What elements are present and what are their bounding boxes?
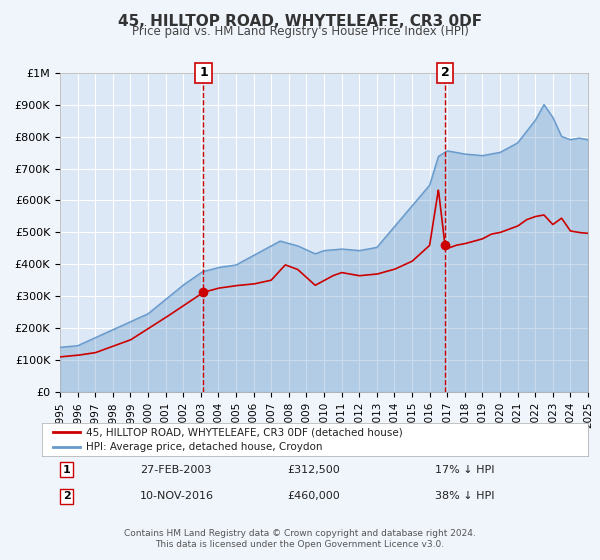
Text: 17% ↓ HPI: 17% ↓ HPI: [435, 465, 494, 475]
Text: Contains HM Land Registry data © Crown copyright and database right 2024.: Contains HM Land Registry data © Crown c…: [124, 529, 476, 538]
Text: 1: 1: [199, 66, 208, 80]
Text: 1: 1: [62, 465, 70, 475]
Text: 45, HILLTOP ROAD, WHYTELEAFE, CR3 0DF (detached house): 45, HILLTOP ROAD, WHYTELEAFE, CR3 0DF (d…: [86, 427, 403, 437]
Text: 38% ↓ HPI: 38% ↓ HPI: [435, 491, 494, 501]
Text: 27-FEB-2003: 27-FEB-2003: [140, 465, 212, 475]
Text: 45, HILLTOP ROAD, WHYTELEAFE, CR3 0DF: 45, HILLTOP ROAD, WHYTELEAFE, CR3 0DF: [118, 14, 482, 29]
Text: This data is licensed under the Open Government Licence v3.0.: This data is licensed under the Open Gov…: [155, 540, 445, 549]
Text: £312,500: £312,500: [288, 465, 340, 475]
Text: HPI: Average price, detached house, Croydon: HPI: Average price, detached house, Croy…: [86, 442, 322, 452]
Text: Price paid vs. HM Land Registry's House Price Index (HPI): Price paid vs. HM Land Registry's House …: [131, 25, 469, 38]
Text: 2: 2: [440, 66, 449, 80]
Text: 10-NOV-2016: 10-NOV-2016: [140, 491, 214, 501]
Text: 2: 2: [62, 491, 70, 501]
Text: £460,000: £460,000: [288, 491, 340, 501]
